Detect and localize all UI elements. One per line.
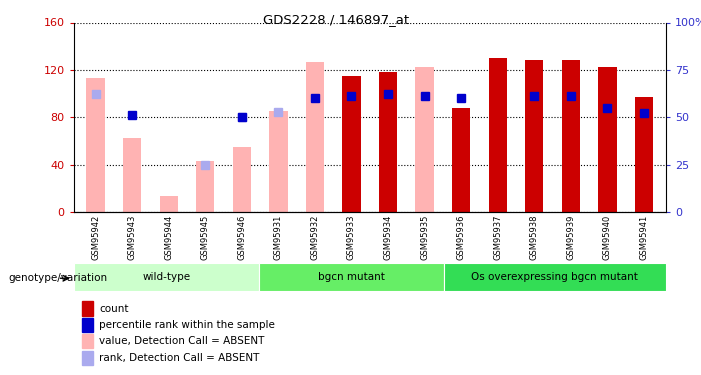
Bar xyxy=(196,161,215,212)
Bar xyxy=(86,78,104,212)
Bar xyxy=(452,108,470,212)
Bar xyxy=(233,147,251,212)
FancyBboxPatch shape xyxy=(444,262,666,291)
Bar xyxy=(416,68,434,212)
Text: rank, Detection Call = ABSENT: rank, Detection Call = ABSENT xyxy=(100,353,260,363)
Bar xyxy=(379,72,397,212)
Bar xyxy=(562,60,580,212)
Bar xyxy=(342,76,360,212)
Bar xyxy=(160,196,178,212)
Text: bgcn mutant: bgcn mutant xyxy=(318,272,385,282)
Text: count: count xyxy=(100,303,129,313)
Bar xyxy=(123,138,141,212)
Bar xyxy=(269,111,287,212)
Bar xyxy=(82,334,93,348)
Text: genotype/variation: genotype/variation xyxy=(8,273,107,283)
Bar xyxy=(635,97,653,212)
FancyBboxPatch shape xyxy=(74,262,259,291)
Text: percentile rank within the sample: percentile rank within the sample xyxy=(100,320,275,330)
Text: wild-type: wild-type xyxy=(142,272,190,282)
Text: value, Detection Call = ABSENT: value, Detection Call = ABSENT xyxy=(100,336,265,346)
Bar xyxy=(82,351,93,365)
Bar xyxy=(599,68,617,212)
FancyBboxPatch shape xyxy=(259,262,444,291)
Text: GDS2228 / 146897_at: GDS2228 / 146897_at xyxy=(264,13,409,26)
Bar xyxy=(82,318,93,332)
Bar xyxy=(82,302,93,316)
Text: Os overexpressing bgcn mutant: Os overexpressing bgcn mutant xyxy=(472,272,639,282)
Bar xyxy=(489,58,507,212)
Bar xyxy=(306,62,324,212)
Bar xyxy=(525,60,543,212)
